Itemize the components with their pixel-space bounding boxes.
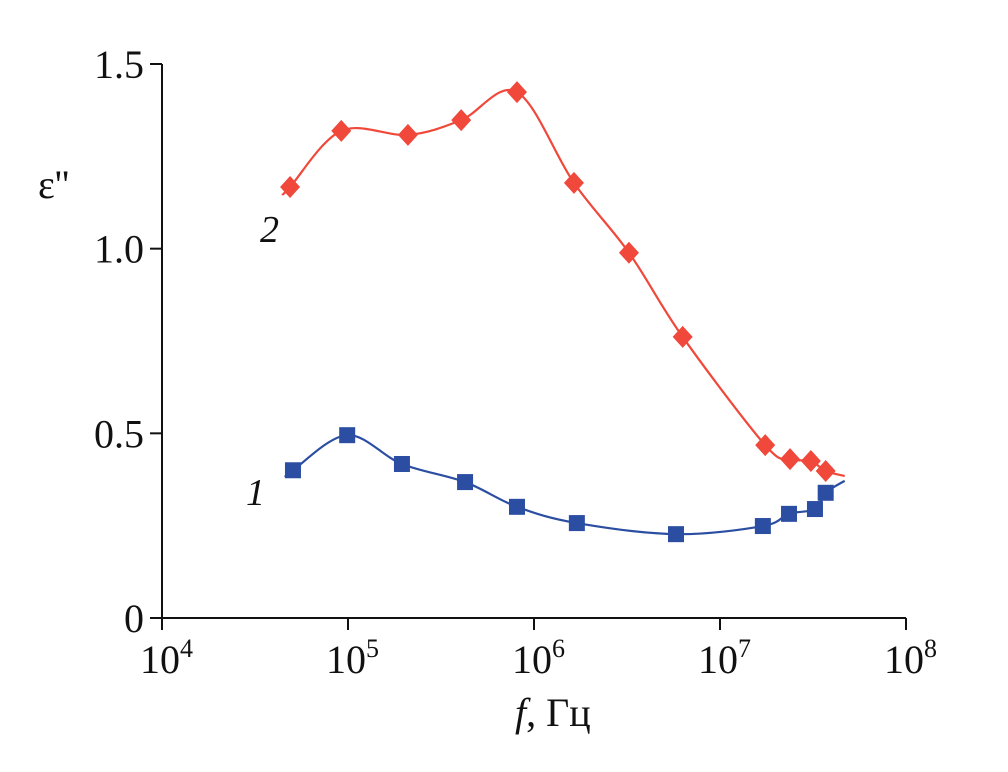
series-1-marker [508,498,525,515]
y-tick-label: 1.5 [94,42,144,87]
x-tick-label: 106 [512,634,565,682]
x-axis-title: f, Гц [515,690,591,735]
y-tick-label: 0.5 [94,411,144,456]
series-2-marker [672,325,693,348]
series-2-marker [780,448,801,471]
x-tick-label: 108 [884,634,937,682]
series-1-marker [284,462,301,479]
series-1-marker [667,526,684,543]
markers [280,81,836,543]
y-tick-label: 1.0 [94,227,144,272]
series-2-marker [280,175,301,198]
x-axis-unit: , Гц [526,690,591,735]
x-tick-label: 105 [326,634,379,682]
series-2-marker [618,241,639,264]
y-tick-label: 0 [124,596,144,641]
series-2-line [281,88,845,478]
series-1-marker [817,484,834,501]
series-2-marker [397,123,418,146]
series-1-marker [781,505,798,522]
series-2-marker [331,119,352,142]
series-label-2: 2 [260,209,279,251]
series-2-marker [451,109,472,132]
series-1-marker [806,501,823,518]
series-1-marker [568,515,585,532]
series-2-marker [800,450,821,473]
y-axis-title: ε'' [38,162,69,207]
x-tick-label: 107 [698,634,751,682]
series-2-marker [755,434,776,457]
x-tick-label: 104 [140,634,193,682]
series-2-marker [815,460,836,483]
series-2-marker [563,171,584,194]
series-label-1: 1 [246,472,265,514]
axes: 104 105 106 107 108 0 0.5 1.0 1.5 [94,42,937,682]
curves [281,88,846,536]
series-1-marker [457,474,474,491]
series-1-marker [393,455,410,472]
series-2-marker [506,81,527,104]
series-1-marker [754,518,771,535]
series-1-marker [339,427,356,444]
